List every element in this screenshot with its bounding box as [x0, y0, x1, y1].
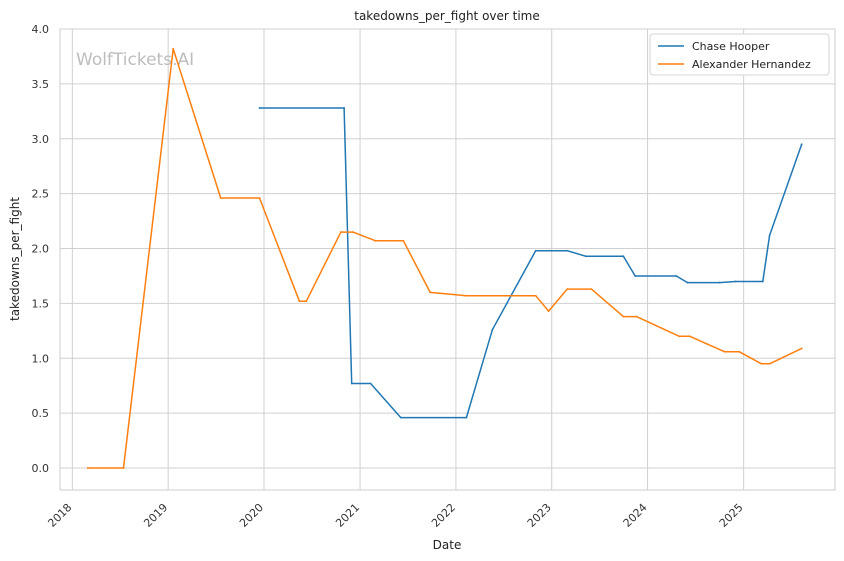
x-tick-label: 2022 [429, 501, 458, 530]
data-point-alexander-hernandez [258, 197, 261, 199]
x-tick-label: 2023 [525, 501, 554, 530]
data-point-alexander-hernandez [688, 335, 691, 338]
x-tick-label: 2021 [333, 501, 362, 530]
data-point-alexander-hernandez [298, 300, 301, 303]
legend: Chase Hooper Alexander Hernandez [649, 33, 830, 76]
legend-box [649, 33, 830, 76]
data-point-alexander-hernandez [429, 291, 432, 294]
data-point-alexander-hernandez [534, 294, 537, 297]
data-point-alexander-hernandez [622, 315, 625, 318]
plot-area [59, 28, 836, 491]
data-point-alexander-hernandez [678, 335, 681, 338]
y-tick-label: 1.5 [32, 297, 50, 310]
data-point-alexander-hernandez [590, 288, 593, 291]
x-tick-label: 2019 [141, 501, 170, 530]
data-point-alexander-hernandez [566, 288, 569, 291]
y-axis-ticks: 0.0 0.5 1.0 1.5 2.0 2.5 3.0 3.5 4.0 [32, 23, 50, 475]
data-point-alexander-hernandez [800, 347, 803, 350]
data-point-alexander-hernandez [760, 362, 763, 365]
y-axis-title: takedowns_per_fight [8, 197, 22, 321]
x-tick-label: 2020 [237, 501, 266, 530]
data-point-alexander-hernandez [402, 239, 405, 242]
series-alexander-hernandez [86, 47, 803, 469]
data-point-alexander-hernandez [340, 231, 342, 233]
x-tick-label: 2024 [621, 501, 650, 530]
data-point-alexander-hernandez [547, 310, 550, 312]
y-tick-label: 0.5 [32, 407, 50, 420]
data-point-alexander-hernandez [352, 231, 354, 233]
data-point-alexander-hernandez [86, 467, 89, 469]
data-point-chase-hooper [634, 275, 637, 277]
data-point-chase-hooper [734, 280, 737, 283]
y-tick-label: 0.0 [32, 462, 50, 475]
chart-title: takedowns_per_fight over time [354, 9, 540, 23]
data-point-chase-hooper [768, 234, 771, 237]
y-tick-label: 4.0 [32, 23, 50, 36]
data-point-chase-hooper [622, 255, 625, 258]
series-chase-hooper [258, 107, 803, 419]
y-tick-label: 3.5 [32, 78, 50, 91]
data-point-alexander-hernandez [465, 294, 468, 297]
y-gridlines [60, 28, 835, 469]
data-point-alexander-hernandez [635, 315, 638, 318]
x-axis-ticks: 2018 2019 2020 2021 2022 2023 2024 2025 [45, 501, 745, 530]
data-point-chase-hooper [369, 382, 372, 385]
data-point-alexander-hernandez [768, 362, 771, 365]
data-point-chase-hooper [350, 382, 353, 385]
watermark: WolfTickets.AI [76, 50, 194, 70]
y-tick-label: 3.0 [32, 133, 50, 146]
series-line-alexander-hernandez [87, 48, 803, 469]
data-point-alexander-hernandez [219, 197, 222, 199]
data-point-alexander-hernandez [172, 47, 175, 50]
data-point-chase-hooper [761, 280, 764, 283]
series-layer [86, 47, 803, 469]
legend-label-chase-hooper: Chase Hooper [692, 40, 770, 53]
data-point-chase-hooper [800, 143, 803, 146]
data-point-chase-hooper [686, 281, 689, 284]
legend-label-alexander-hernandez: Alexander Hernandez [692, 58, 811, 71]
y-tick-label: 2.0 [32, 243, 50, 256]
y-tick-label: 1.0 [32, 352, 50, 365]
x-axis-title: Date [433, 538, 462, 552]
data-point-chase-hooper [675, 275, 678, 277]
x-tick-label: 2025 [717, 501, 746, 530]
data-point-alexander-hernandez [374, 239, 377, 242]
data-point-chase-hooper [343, 107, 345, 109]
data-point-chase-hooper [399, 416, 402, 419]
data-point-alexander-hernandez [122, 467, 125, 469]
data-point-chase-hooper [584, 255, 587, 258]
y-tick-label: 2.5 [32, 188, 50, 201]
data-point-chase-hooper [718, 281, 721, 284]
data-point-alexander-hernandez [723, 350, 726, 353]
data-point-chase-hooper [534, 249, 537, 252]
data-point-chase-hooper [491, 328, 494, 331]
data-point-chase-hooper [465, 416, 468, 419]
x-tick-label: 2018 [45, 501, 74, 530]
data-point-chase-hooper [566, 249, 569, 252]
data-point-alexander-hernandez [738, 350, 741, 353]
x-gridlines [71, 29, 745, 490]
data-point-alexander-hernandez [305, 300, 308, 303]
data-point-chase-hooper [258, 107, 261, 109]
